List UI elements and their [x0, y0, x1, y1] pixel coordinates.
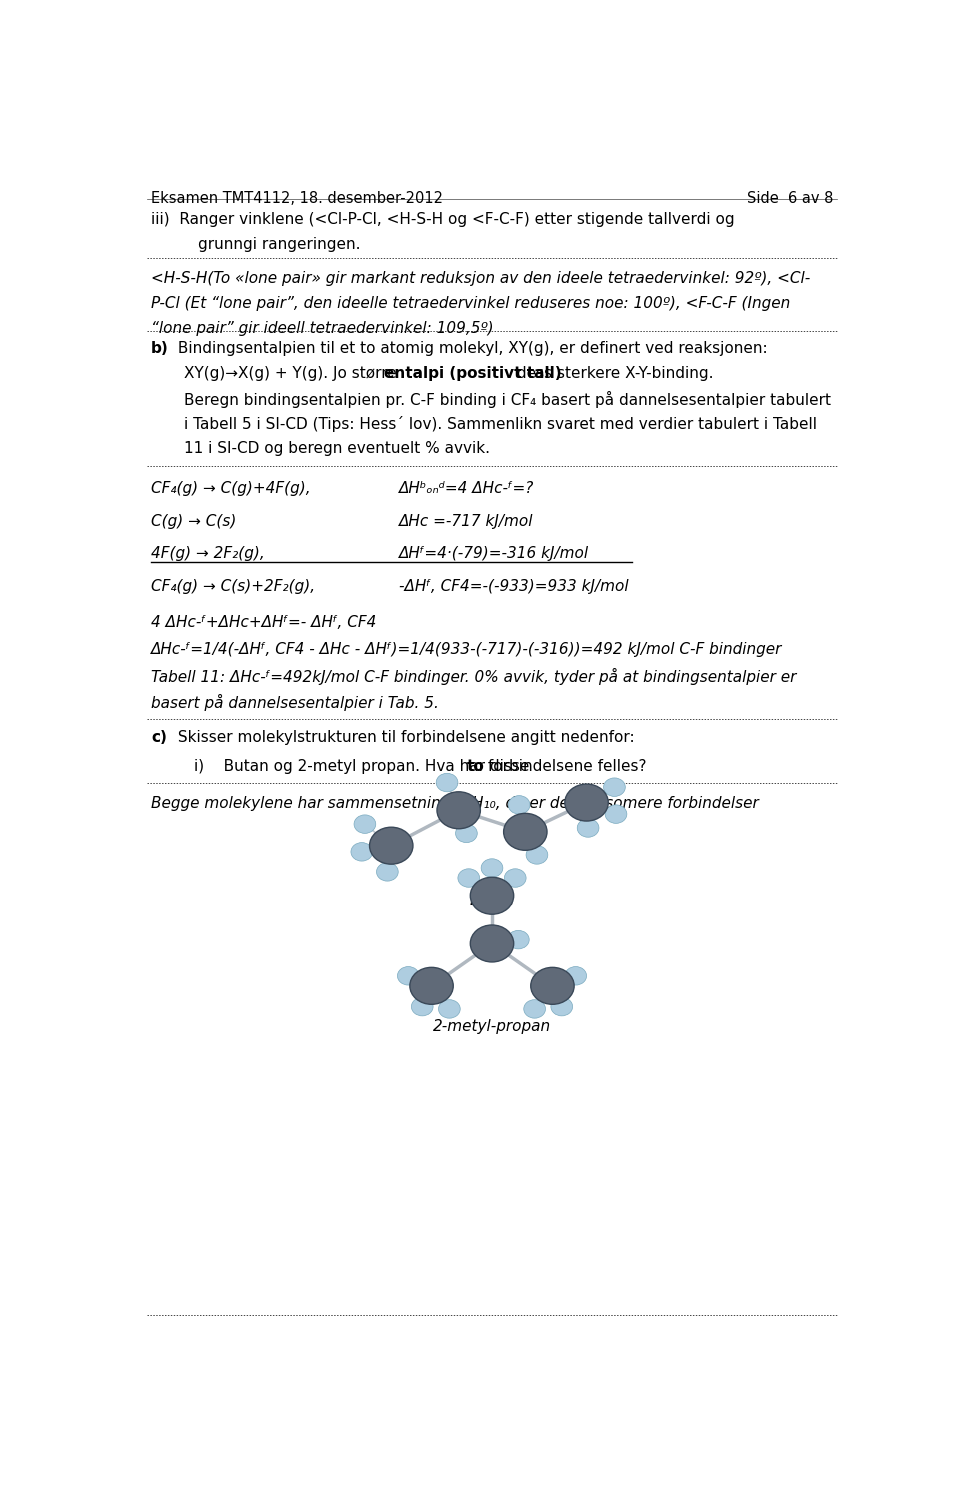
- Text: -ΔHᶠ, CF4=-(-933)=933 kJ/mol: -ΔHᶠ, CF4=-(-933)=933 kJ/mol: [399, 578, 629, 593]
- Ellipse shape: [458, 868, 480, 888]
- Text: basert på dannelsesentalpier i Tab. 5.: basert på dannelsesentalpier i Tab. 5.: [151, 695, 439, 711]
- Text: b): b): [151, 341, 169, 356]
- Text: 4 ΔHᴄ-ᶠ+ΔHᴄ+ΔHᶠ=- ΔHᶠ, CF4: 4 ΔHᴄ-ᶠ+ΔHᴄ+ΔHᶠ=- ΔHᶠ, CF4: [151, 615, 376, 630]
- Text: Tabell 11: ΔHᴄ-ᶠ=492kJ/mol C-F bindinger. 0% avvik, tyder på at bindingsentalpie: Tabell 11: ΔHᴄ-ᶠ=492kJ/mol C-F bindinger…: [151, 668, 797, 684]
- Text: P-Cl (Et “lone pair”, den ideelle tetraedervinkel reduseres noe: 100º), <F-C-F (: P-Cl (Et “lone pair”, den ideelle tetrae…: [151, 296, 790, 311]
- Ellipse shape: [481, 859, 503, 877]
- Text: <H-S-H(To «lone pair» gir markant reduksjon av den ideele tetraedervinkel: 92º),: <H-S-H(To «lone pair» gir markant reduks…: [151, 271, 810, 286]
- Text: 2-metyl-propan: 2-metyl-propan: [433, 1019, 551, 1034]
- Ellipse shape: [412, 997, 433, 1016]
- Ellipse shape: [376, 862, 398, 882]
- Ellipse shape: [577, 819, 599, 837]
- Text: “lone pair” gir ideell tetraedervinkel: 109,5º): “lone pair” gir ideell tetraedervinkel: …: [151, 320, 493, 335]
- Ellipse shape: [564, 967, 587, 985]
- Ellipse shape: [524, 1000, 545, 1018]
- Text: C(g) → C(s): C(g) → C(s): [151, 513, 236, 528]
- Text: 11 i SI-CD og beregn eventuelt % avvik.: 11 i SI-CD og beregn eventuelt % avvik.: [183, 440, 490, 455]
- Ellipse shape: [397, 967, 420, 985]
- Text: CF₄(g) → C(g)+4F(g),: CF₄(g) → C(g)+4F(g),: [151, 482, 311, 497]
- Text: grunngi rangeringen.: grunngi rangeringen.: [198, 238, 360, 253]
- Ellipse shape: [436, 774, 458, 792]
- Ellipse shape: [470, 877, 514, 915]
- Text: ΔHᴄ =-717 kJ/mol: ΔHᴄ =-717 kJ/mol: [399, 513, 534, 528]
- Ellipse shape: [354, 814, 375, 834]
- Text: Butan: Butan: [469, 894, 515, 909]
- Ellipse shape: [531, 967, 574, 1004]
- Ellipse shape: [504, 868, 526, 888]
- Text: 4F(g) → 2F₂(g),: 4F(g) → 2F₂(g),: [151, 546, 265, 561]
- Ellipse shape: [351, 843, 372, 861]
- Text: Side  6 av 8: Side 6 av 8: [747, 192, 833, 207]
- Text: ΔHᴄ-ᶠ=1/4(-ΔHᶠ, CF4 - ΔHᴄ - ΔHᶠ)=1/4(933-(-717)-(-316))=492 kJ/mol C-F bindinger: ΔHᴄ-ᶠ=1/4(-ΔHᶠ, CF4 - ΔHᴄ - ΔHᶠ)=1/4(933…: [151, 642, 782, 657]
- Text: ΔHᵇₒₙᵈ=4 ΔHᴄ-ᶠ=?: ΔHᵇₒₙᵈ=4 ΔHᴄ-ᶠ=?: [399, 482, 535, 497]
- Ellipse shape: [470, 925, 514, 963]
- Ellipse shape: [439, 1000, 460, 1018]
- Text: Beregn bindingsentalpien pr. C-F binding i CF₄ basert på dannelsesentalpier tabu: Beregn bindingsentalpien pr. C-F binding…: [183, 391, 830, 409]
- Text: i Tabell 5 i SI-CD (Tips: Hess´ lov). Sammenlikn svaret med verdier tabulert i T: i Tabell 5 i SI-CD (Tips: Hess´ lov). Sa…: [183, 416, 817, 433]
- Ellipse shape: [508, 795, 530, 814]
- Text: Begge molekylene har sammensetning C₄H₁₀, de er derfor isomere forbindelser: Begge molekylene har sammensetning C₄H₁₀…: [151, 796, 758, 811]
- Ellipse shape: [605, 805, 627, 823]
- Ellipse shape: [437, 792, 480, 829]
- Text: Eksamen TMT4112, 18. desember-2012: Eksamen TMT4112, 18. desember-2012: [151, 192, 443, 207]
- Ellipse shape: [526, 846, 548, 864]
- Ellipse shape: [551, 997, 572, 1016]
- Ellipse shape: [564, 784, 609, 820]
- Text: forbindelsene felles?: forbindelsene felles?: [483, 759, 646, 774]
- Text: XY(g)→X(g) + Y(g). Jo større: XY(g)→X(g) + Y(g). Jo større: [183, 365, 401, 380]
- Text: Bindingsentalpien til et to atomig molekyl, XY(g), er definert ved reaksjonen:: Bindingsentalpien til et to atomig molek…: [173, 341, 767, 356]
- Ellipse shape: [604, 778, 625, 796]
- Ellipse shape: [508, 931, 529, 949]
- Ellipse shape: [370, 828, 413, 864]
- Ellipse shape: [456, 825, 477, 843]
- Text: to: to: [467, 759, 484, 774]
- Text: i)    Butan og 2-metyl propan. Hva har disse: i) Butan og 2-metyl propan. Hva har diss…: [194, 759, 534, 774]
- Ellipse shape: [504, 813, 547, 850]
- Text: CF₄(g) → C(s)+2F₂(g),: CF₄(g) → C(s)+2F₂(g),: [151, 578, 315, 593]
- Text: ΔHᶠ=4·(-79)=-316 kJ/mol: ΔHᶠ=4·(-79)=-316 kJ/mol: [399, 546, 589, 561]
- Text: entalpi (positivt tall): entalpi (positivt tall): [383, 365, 562, 380]
- Ellipse shape: [410, 967, 453, 1004]
- Text: dess sterkere X-Y-binding.: dess sterkere X-Y-binding.: [512, 365, 713, 380]
- Text: iii)  Ranger vinklene (<Cl-P-Cl, <H-S-H og <F-C-F) etter stigende tallverdi og: iii) Ranger vinklene (<Cl-P-Cl, <H-S-H o…: [151, 213, 734, 228]
- Text: c): c): [151, 731, 167, 746]
- Text: Skisser molekylstrukturen til forbindelsene angitt nedenfor:: Skisser molekylstrukturen til forbindels…: [173, 731, 635, 746]
